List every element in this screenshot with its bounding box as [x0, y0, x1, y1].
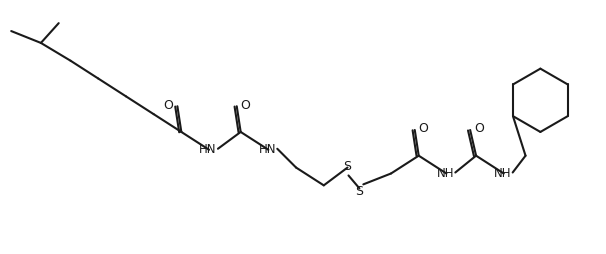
Text: NH: NH: [494, 167, 511, 180]
Text: NH: NH: [437, 167, 454, 180]
Text: S: S: [344, 160, 351, 173]
Text: HN: HN: [259, 143, 276, 156]
Text: O: O: [241, 99, 250, 112]
Text: O: O: [419, 122, 428, 135]
Text: O: O: [164, 99, 173, 112]
Text: S: S: [355, 185, 364, 198]
Text: O: O: [474, 122, 484, 135]
Text: HN: HN: [199, 143, 217, 156]
